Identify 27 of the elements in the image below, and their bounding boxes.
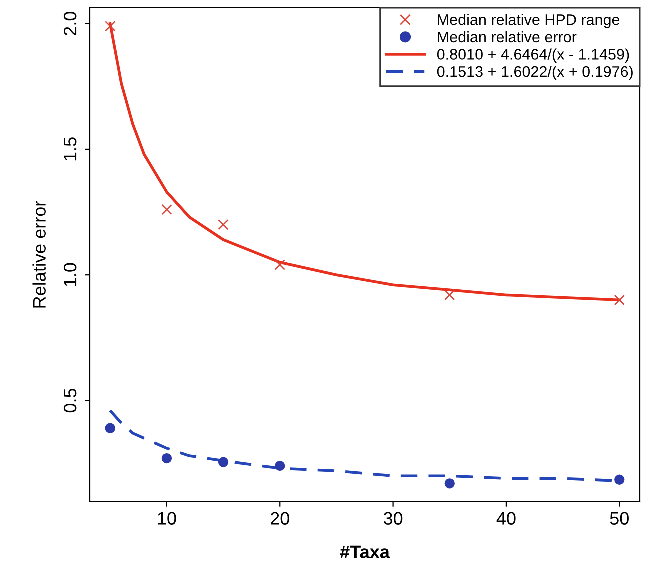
x-tick-label: 20 xyxy=(270,512,290,525)
point xyxy=(105,20,116,32)
point xyxy=(105,423,116,434)
point xyxy=(275,460,286,472)
point xyxy=(614,294,625,306)
legend-label: 0.8010 + 4.6464/(x - 1.1459) xyxy=(437,48,630,63)
point xyxy=(444,478,455,489)
point xyxy=(162,204,172,216)
point xyxy=(162,453,172,464)
point xyxy=(274,260,286,270)
point xyxy=(614,474,625,485)
legend-label: Median relative error xyxy=(438,31,577,43)
point xyxy=(218,457,229,468)
point xyxy=(444,290,456,301)
x-tick-label: 30 xyxy=(384,512,403,525)
point xyxy=(218,219,229,230)
x-tick-label: 10 xyxy=(158,512,176,525)
x-tick-label: 40 xyxy=(496,512,516,525)
y-tick-label: 1.0 xyxy=(64,263,77,286)
y-tick-label: 2.0 xyxy=(64,12,77,36)
x-tick-label: 50 xyxy=(610,512,629,525)
y-tick-label: 1.5 xyxy=(64,138,77,161)
y-axis-title: Relative error xyxy=(32,201,46,308)
legend-label: Median relative HPD range xyxy=(438,14,620,28)
x-axis-title: #Taxa xyxy=(340,546,390,558)
legend-label: 0.1513 + 1.6022/(x + 0.1976) xyxy=(437,66,633,80)
y-tick-label: 0.5 xyxy=(64,388,77,413)
